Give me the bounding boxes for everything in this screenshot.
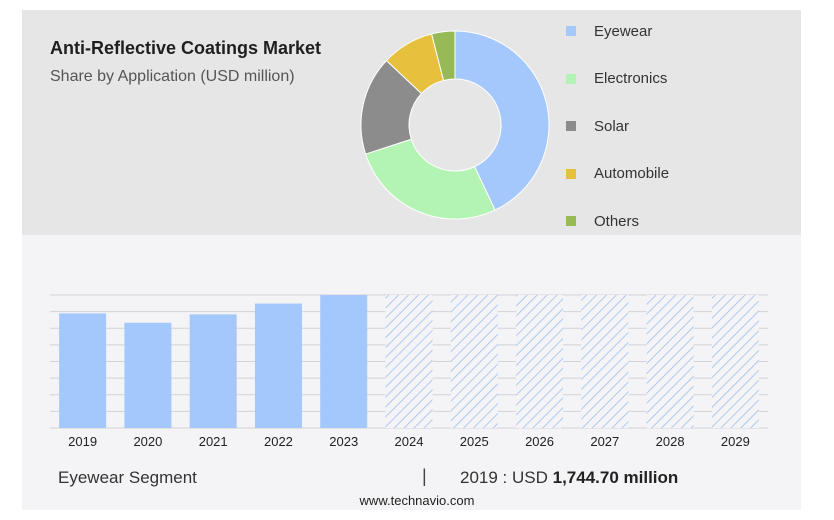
value-prefix: 2019 : USD [460,468,548,487]
x-tick-label-2027: 2027 [590,434,619,449]
bar-2022 [254,303,302,428]
bar-forecast-2027 [581,295,629,428]
legend-item-others: Others [566,210,639,232]
donut-chart [360,30,550,220]
legend-swatch [566,216,576,226]
legend-label: Others [594,212,640,230]
bar-2020 [124,322,172,428]
x-tick-label-2023: 2023 [329,434,358,449]
website-link[interactable]: www.technavio.com [359,493,475,508]
bar-2019 [59,313,107,428]
bar-2023 [320,295,368,428]
x-tick-label-2020: 2020 [133,434,162,449]
chart-subtitle: Share by Application (USD million) [50,68,295,85]
legend-label: Eyewear [594,22,653,40]
legend-item-automobile: Automobile [566,163,669,185]
x-tick-label-2019: 2019 [68,434,97,449]
x-tick-label-2029: 2029 [721,434,750,449]
x-tick-label-2021: 2021 [199,434,228,449]
value-amount: 1,744.70 million [552,468,679,487]
legend-swatch [566,121,576,131]
donut-slice-eyewear [454,30,550,211]
bar-2021 [189,314,237,428]
segment-value: 2019 : USD 1,744.70 million [460,468,678,488]
segment-label: Eyewear Segment [58,468,197,487]
x-tick-label-2026: 2026 [525,434,554,449]
bar-forecast-2024 [385,295,433,428]
x-tick-label-2022: 2022 [264,434,293,449]
x-tick-label-2024: 2024 [395,434,424,449]
legend-item-electronics: Electronics [566,68,667,90]
chart-title: Anti-Reflective Coatings Market [50,38,322,58]
legend-swatch [566,168,576,179]
x-tick-label-2028: 2028 [656,434,685,449]
x-tick-label-2025: 2025 [460,434,489,449]
bar-forecast-2026 [516,295,564,428]
footer-separator: | [422,466,427,486]
bar-forecast-2028 [646,295,694,428]
legend-label: Automobile [594,165,670,182]
donut-slice-others [431,30,456,82]
legend-label: Electronics [594,70,668,87]
legend-item-eyewear: Eyewear [566,20,652,42]
legend-swatch [566,26,576,36]
legend-item-solar: Solar [566,115,629,137]
bar-forecast-2029 [711,295,759,428]
donut-slice-electronics [364,138,496,220]
legend-label: Solar [594,117,630,135]
bar-forecast-2025 [450,295,498,428]
legend-swatch [566,73,576,84]
